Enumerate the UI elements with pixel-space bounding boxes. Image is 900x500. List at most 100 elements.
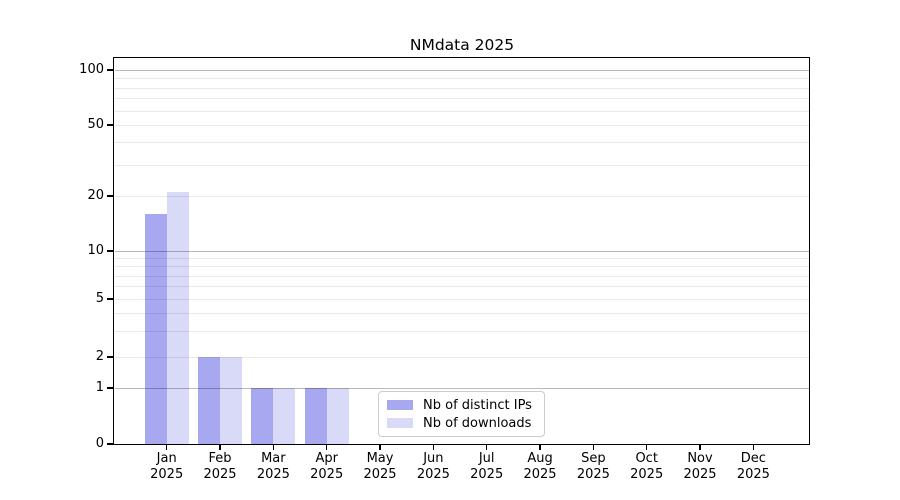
x-tick-month: Feb <box>208 451 232 466</box>
x-tick-month: Sep <box>581 451 606 466</box>
x-tick-year: 2025 <box>576 467 610 482</box>
x-axis-tick-label: Oct 2025 <box>619 451 675 483</box>
y-tick-mark <box>107 124 113 126</box>
y-tick-mark <box>107 195 113 197</box>
x-tick-month: Oct <box>635 451 658 466</box>
x-tick-year: 2025 <box>203 467 237 482</box>
x-axis-tick-label: Sep 2025 <box>565 451 621 483</box>
gridline-minor <box>115 98 809 100</box>
x-tick-month: Apr <box>315 451 338 466</box>
x-tick-mark <box>645 444 648 450</box>
x-tick-year: 2025 <box>736 467 770 482</box>
y-axis-tick-label: 5 <box>95 291 104 306</box>
gridline-major <box>115 251 809 252</box>
gridline-minor <box>115 78 809 80</box>
x-axis-tick-label: Feb 2025 <box>192 451 248 483</box>
chart-title: NMdata 2025 <box>409 36 515 54</box>
x-tick-year: 2025 <box>523 467 557 482</box>
x-tick-mark <box>699 444 701 450</box>
bar-distinct-ips <box>304 388 327 444</box>
gridline-minor <box>115 164 809 166</box>
x-tick-month: Aug <box>527 451 553 466</box>
bar-downloads <box>166 192 189 444</box>
bar-distinct-ips <box>144 213 167 444</box>
x-axis-tick-label: Mar 2025 <box>245 451 301 483</box>
x-tick-year: 2025 <box>150 467 184 482</box>
y-tick-mark <box>107 250 113 252</box>
x-tick-year: 2025 <box>363 467 397 482</box>
x-tick-year: 2025 <box>630 467 664 482</box>
y-axis-tick-label: 50 <box>87 117 104 132</box>
bar-downloads <box>220 357 243 444</box>
gridline-minor <box>115 125 809 126</box>
legend-item-distinct-ips: Nb of distinct IPs <box>387 398 536 413</box>
legend-label-downloads: Nb of downloads <box>423 415 532 431</box>
gridline-major <box>115 70 809 71</box>
bar-downloads <box>326 388 349 444</box>
x-tick-month: Jul <box>478 451 495 466</box>
x-tick-year: 2025 <box>416 467 450 482</box>
gridline-minor <box>115 142 809 144</box>
x-axis-tick-label: Aug 2025 <box>512 451 568 483</box>
x-tick-mark <box>485 444 488 450</box>
x-axis-tick-label: May 2025 <box>352 451 408 483</box>
x-tick-year: 2025 <box>256 467 290 482</box>
bar-distinct-ips <box>198 357 221 444</box>
gridline-minor <box>115 286 809 288</box>
x-axis-tick-label: Jan 2025 <box>139 451 195 483</box>
gridline-minor <box>115 357 809 358</box>
gridline-minor <box>115 258 809 260</box>
x-tick-month: Mar <box>261 451 286 466</box>
x-axis-tick-label: Dec 2025 <box>725 451 781 483</box>
x-axis-tick-label: Jun 2025 <box>405 451 461 483</box>
y-axis-tick-label: 100 <box>79 62 104 77</box>
x-tick-month: Dec <box>740 451 766 466</box>
y-axis-tick-label: 1 <box>95 380 104 395</box>
x-axis-tick-label: Nov 2025 <box>672 451 728 483</box>
x-tick-year: 2025 <box>470 467 504 482</box>
x-tick-mark <box>752 444 755 450</box>
y-tick-mark <box>107 443 113 445</box>
y-axis-tick-label: 2 <box>95 349 104 364</box>
legend-item-downloads: Nb of downloads <box>387 416 536 431</box>
x-tick-month: Jan <box>156 451 177 466</box>
x-tick-year: 2025 <box>683 467 717 482</box>
x-tick-mark <box>219 444 221 450</box>
legend-swatch-distinct-ips <box>387 400 413 410</box>
gridline-major <box>115 388 809 389</box>
legend: Nb of distinct IPs Nb of downloads <box>378 391 545 437</box>
x-tick-mark <box>539 444 541 450</box>
axes-border <box>113 57 810 445</box>
gridline-minor <box>115 266 809 268</box>
x-tick-month: May <box>366 451 394 466</box>
x-tick-month: Jun <box>423 451 444 466</box>
y-tick-mark <box>107 387 113 389</box>
x-tick-mark <box>272 444 275 450</box>
x-tick-month: Nov <box>687 451 713 466</box>
x-tick-mark <box>432 444 435 450</box>
x-tick-mark <box>592 444 595 450</box>
gridline-minor <box>115 299 809 300</box>
y-axis-tick-label: 10 <box>87 243 104 258</box>
bar-distinct-ips <box>251 388 274 444</box>
gridline-minor <box>115 275 809 277</box>
y-tick-mark <box>107 298 113 300</box>
y-axis-tick-label: 20 <box>87 188 104 203</box>
gridline-minor <box>115 331 809 333</box>
y-tick-mark <box>107 69 113 71</box>
legend-swatch-downloads <box>387 418 413 428</box>
x-tick-mark <box>166 444 168 450</box>
gridline-minor <box>115 87 809 89</box>
x-tick-mark <box>379 444 381 450</box>
legend-label-distinct-ips: Nb of distinct IPs <box>423 397 532 413</box>
y-tick-mark <box>107 356 113 358</box>
x-tick-mark <box>325 444 328 450</box>
x-axis-tick-label: Jul 2025 <box>459 451 515 483</box>
bar-downloads <box>273 388 296 444</box>
gridline-minor <box>115 110 809 112</box>
gridline-minor <box>115 196 809 197</box>
gridline-minor <box>115 313 809 315</box>
y-axis-tick-label: 0 <box>95 436 104 451</box>
x-tick-year: 2025 <box>310 467 344 482</box>
